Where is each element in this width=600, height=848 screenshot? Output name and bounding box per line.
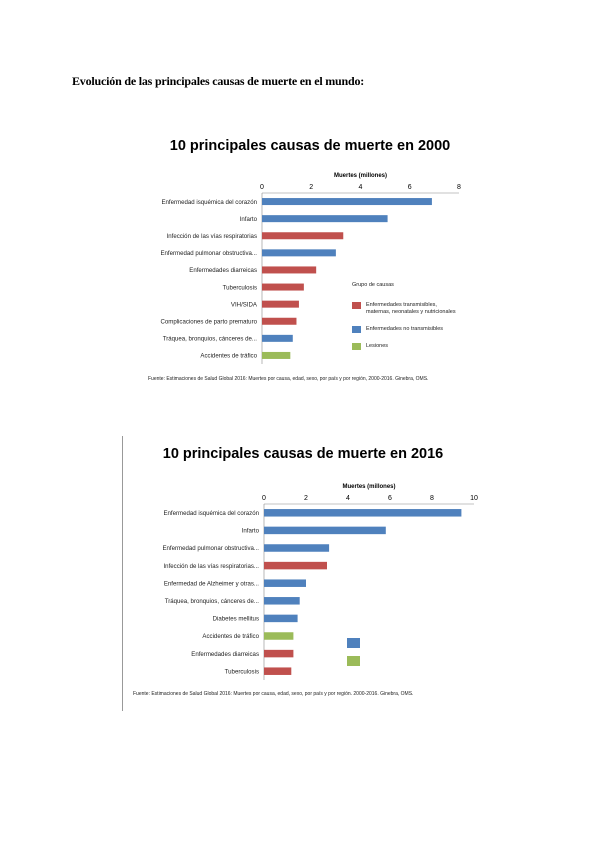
x-tick-label: 4 — [359, 184, 363, 191]
chart-2000: 10 principales causas de muerte en 2000 … — [130, 130, 490, 390]
bar — [264, 579, 306, 587]
legend-swatch — [347, 656, 360, 666]
bar — [264, 561, 327, 570]
x-tick-label: 4 — [346, 495, 350, 502]
category-label: Enfermedades diarreicas — [189, 267, 257, 274]
bar — [264, 614, 298, 623]
category-label: Infarto — [242, 528, 260, 535]
legend-swatch — [352, 302, 361, 309]
legend: Grupo de causas Enfermedades transmisibl… — [352, 282, 456, 360]
bar — [262, 334, 293, 342]
legend-swatch — [347, 638, 360, 648]
legend-item-non-transmissible — [347, 638, 365, 648]
category-label: Enfermedad isquémica del corazón — [161, 199, 257, 206]
bar — [262, 215, 388, 223]
bar-chart-2000: Muertes (millones) 0 2 4 6 8 Enfermedad isquém… — [160, 173, 461, 364]
x-tick-label: 2 — [304, 495, 308, 502]
chart-2016: 10 principales causas de muerte en 2016 … — [122, 436, 483, 711]
bar — [262, 266, 317, 274]
category-label: Tuberculosis — [225, 668, 259, 675]
legend-swatch — [352, 325, 361, 333]
legend-label: Enfermedades no transmisibles — [366, 325, 444, 332]
legend-label: Enfermedades transmisibles, maternas, ne… — [366, 302, 456, 315]
category-label: Enfermedad de Alzheimer y otras... — [164, 580, 259, 587]
x-tick-label: 8 — [457, 184, 461, 191]
category-label: Tuberculosis — [223, 284, 257, 291]
x-tick-label: 0 — [260, 184, 264, 191]
bar — [264, 667, 292, 675]
category-label: Enfermedad isquémica del corazón — [163, 510, 259, 517]
x-tick-label: 8 — [430, 495, 434, 502]
x-tick-label: 6 — [388, 495, 392, 502]
bar — [262, 317, 297, 325]
bar — [264, 632, 294, 640]
category-label: Tráquea, bronquios, cánceres de... — [165, 598, 260, 605]
legend-item-injuries: Lesiones — [352, 342, 456, 350]
bar — [262, 300, 299, 308]
bar — [262, 232, 344, 240]
category-label: Infección de las vías respiratorias... — [163, 563, 259, 570]
category-label: Complicaciones de parto prematuro — [160, 318, 257, 325]
category-label: Infección de las vías respiratorias — [167, 233, 257, 240]
x-tick-label: 2 — [309, 184, 313, 191]
chart-title: 10 principales causas de muerte en 2000 — [169, 138, 451, 154]
chart-title: 10 principales causas de muerte en 2016 — [162, 446, 444, 462]
bar — [262, 249, 336, 257]
legend-label: Lesiones — [366, 342, 389, 349]
category-label: Tráquea, bronquios, cánceres de... — [163, 336, 258, 343]
legend — [347, 638, 365, 676]
bar — [262, 283, 304, 291]
x-axis-label: Muertes (millones) — [342, 484, 395, 490]
chart-source: Fuente: Estimaciones de Salud Global 201… — [133, 691, 414, 697]
bar — [264, 526, 386, 535]
chart-source: Fuente: Estimaciones de Salud Global 201… — [148, 376, 429, 382]
bar — [264, 597, 300, 605]
category-label: VIH/SIDA — [231, 301, 258, 308]
x-tick-label: 0 — [262, 495, 266, 502]
x-axis-label: Muertes (millones) — [334, 173, 387, 179]
category-label: Enfermedad pulmonar obstructiva... — [160, 250, 257, 257]
category-label: Accidentes de tráfico — [200, 353, 257, 360]
category-label: Infarto — [240, 216, 258, 223]
legend-item-non-transmissible: Enfermedades no transmisibles — [352, 325, 456, 333]
legend-item-transmissible: Enfermedades transmisibles, maternas, ne… — [352, 302, 456, 316]
bar — [262, 198, 432, 206]
x-tick-label: 10 — [470, 495, 478, 502]
bar — [264, 509, 462, 517]
x-tick-label: 6 — [408, 184, 412, 191]
category-label: Enfermedades diarreicas — [191, 651, 259, 658]
bar-chart-2016: Muertes (millones) 0 2 4 6 8 10 Enfermedad isqu… — [162, 484, 478, 680]
legend-swatch — [352, 342, 361, 350]
category-label: Accidentes de tráfico — [202, 633, 259, 640]
category-label: Enfermedad pulmonar obstructiva... — [162, 545, 259, 552]
page-heading: Evolución de las principales causas de m… — [72, 74, 365, 88]
bar — [262, 351, 291, 359]
category-label: Diabetes mellitus — [213, 616, 259, 623]
legend-item-injuries — [347, 656, 365, 666]
bar — [264, 649, 294, 658]
legend-title: Grupo de causas — [352, 282, 394, 288]
bar — [264, 544, 330, 552]
